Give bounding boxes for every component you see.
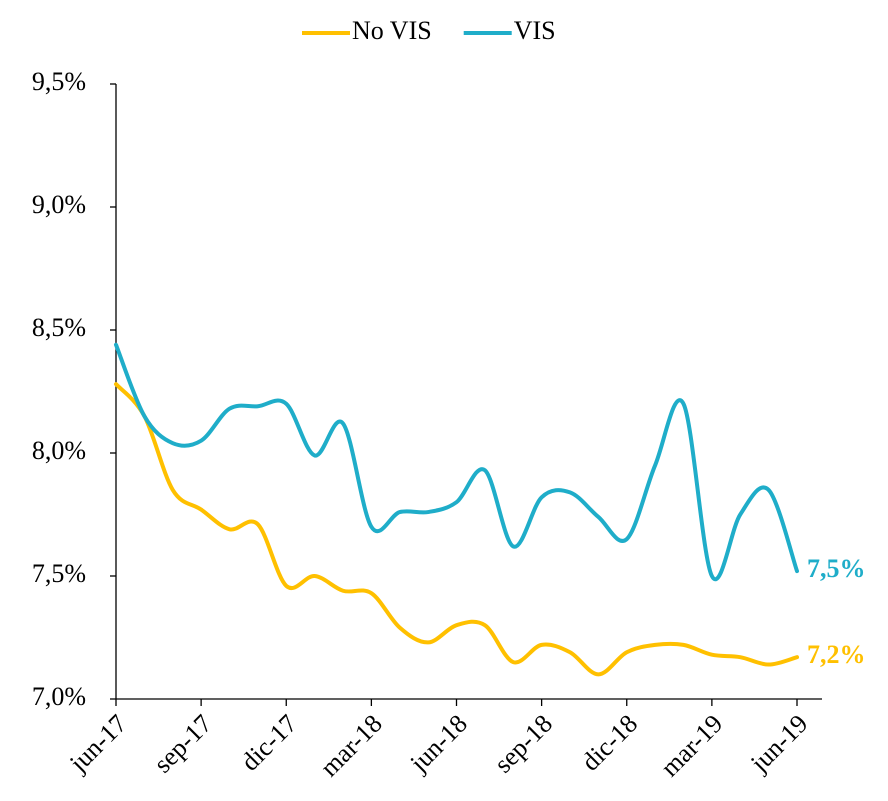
y-tick-label: 9,5%	[32, 67, 86, 96]
series-line	[114, 342, 799, 582]
y-tick-label: 9,0%	[32, 190, 86, 219]
legend-label: VIS	[514, 16, 556, 45]
legend-label: No VIS	[352, 16, 432, 45]
y-tick-label: 7,0%	[32, 682, 86, 711]
y-tick-label: 8,5%	[32, 313, 86, 342]
x-tick-label: jun-19	[744, 709, 813, 778]
series-line	[114, 382, 799, 677]
x-tick-label: jun-17	[63, 709, 132, 778]
x-tick-label: mar-18	[315, 709, 388, 782]
data-label: 7,2%	[807, 640, 866, 669]
x-tick-label: dic-17	[235, 709, 302, 776]
x-tick-label: dic-18	[576, 709, 643, 776]
x-tick-label: sep-17	[148, 709, 218, 779]
x-tick-label: sep-18	[489, 709, 559, 779]
y-tick-label: 8,0%	[32, 436, 86, 465]
x-tick-label: jun-18	[404, 709, 473, 778]
y-tick-label: 7,5%	[32, 559, 86, 588]
x-tick-label: mar-19	[655, 709, 728, 782]
data-label: 7,5%	[807, 554, 866, 583]
